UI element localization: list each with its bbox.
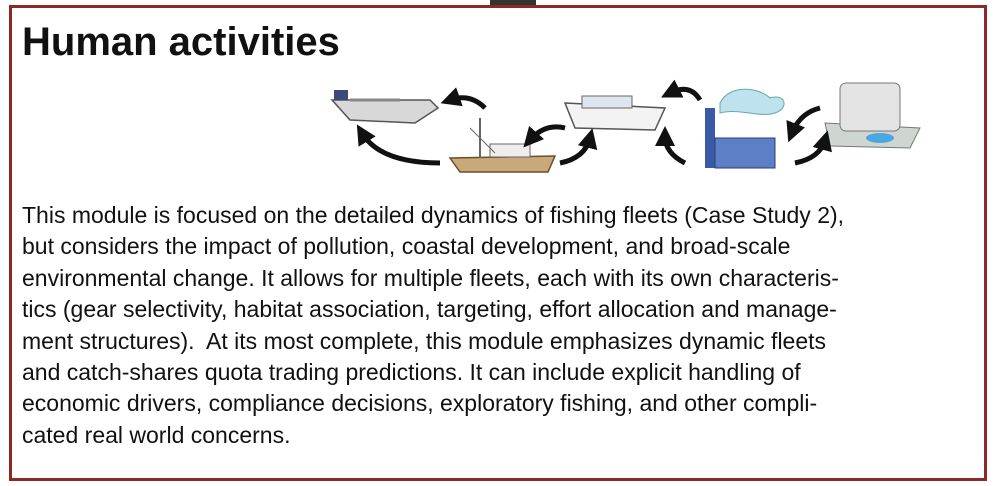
trawler — [448, 118, 557, 173]
yacht — [563, 95, 667, 131]
illustration — [330, 79, 921, 173]
text-line: but considers the impact of pollution, c… — [22, 233, 791, 260]
coastal-building — [824, 82, 921, 149]
title: Human activities — [22, 20, 340, 64]
factory — [705, 88, 785, 169]
slide-frame — [9, 5, 987, 481]
top-tab — [490, 0, 536, 5]
skiff — [330, 90, 440, 124]
text-line: tics (gear selectivity, habitat associat… — [22, 296, 837, 323]
text-line: economic drivers, compliance decisions, … — [22, 390, 818, 417]
text-line: ment structures). At its most complete, … — [22, 327, 827, 354]
text-line: cated real world concerns. — [22, 421, 291, 448]
text-line: This module is focused on the detailed d… — [22, 202, 845, 228]
text-line: environmental change. It allows for mult… — [22, 264, 839, 291]
arrows — [356, 79, 832, 166]
text-line: and catch-shares quota trading predictio… — [22, 359, 801, 386]
body-text: This module is focused on the detailed d… — [22, 200, 844, 451]
